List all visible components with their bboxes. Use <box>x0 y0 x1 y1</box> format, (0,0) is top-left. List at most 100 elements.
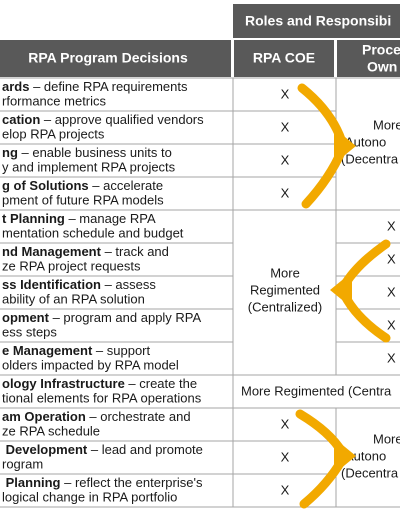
decision-text: ability of an RPA solution <box>2 291 145 306</box>
decision-text: nd Management – track and <box>2 244 169 259</box>
header-text: Own <box>367 59 397 75</box>
decision-text: Planning – reflect the enterprise's <box>2 475 203 490</box>
header-cell <box>0 40 231 77</box>
cell <box>0 341 234 376</box>
x-mark: X <box>387 251 396 266</box>
merged-text: More <box>373 431 400 446</box>
decision-desc: – reflect the enterprise's <box>61 475 203 490</box>
decision-desc: – accelerate <box>89 178 163 193</box>
decision-desc: – define RPA requirements <box>29 79 188 94</box>
decision-term: Planning <box>2 475 61 490</box>
decision-text: ng – enable business units to <box>2 145 172 160</box>
decision-text: logical change in RPA portfolio <box>2 489 177 504</box>
merged-text: (Decentra <box>341 465 399 480</box>
decision-desc: – approve qualified vendors <box>40 112 204 127</box>
merged-text: Regimented <box>250 282 320 297</box>
x-mark: X <box>281 86 290 101</box>
decision-term: am Operation <box>2 409 86 424</box>
decision-term: opment <box>2 310 50 325</box>
decision-term: t Planning <box>2 211 65 226</box>
decision-text: tional elements for RPA operations <box>2 390 202 405</box>
decision-text: olders impacted by RPA model <box>2 357 179 372</box>
cell <box>232 440 337 475</box>
x-mark: X <box>281 416 290 431</box>
x-mark: X <box>281 185 290 200</box>
cell <box>0 275 234 310</box>
decision-text: pment of future RPA models <box>2 192 164 207</box>
decision-text: ology Infrastructure – create the <box>2 376 197 391</box>
decision-text: Development – lead and promote <box>2 442 203 457</box>
x-mark: X <box>387 284 396 299</box>
x-mark: X <box>281 482 290 497</box>
merged-text: (Centralized) <box>248 299 322 314</box>
cell <box>0 374 234 409</box>
decision-term: cation <box>2 112 40 127</box>
decision-term: ss Identification <box>2 277 101 292</box>
x-mark: X <box>281 152 290 167</box>
decision-term: Development <box>2 442 88 457</box>
decision-term: g of Solutions <box>2 178 89 193</box>
cell <box>0 110 234 145</box>
decision-text: e Management – support <box>2 343 151 358</box>
cell <box>0 242 234 277</box>
decision-text: ess steps <box>2 324 57 339</box>
cell <box>0 77 234 112</box>
decision-text: opment – program and apply RPA <box>2 310 202 325</box>
merged-text: Autono <box>345 448 386 463</box>
decision-text: mentation schedule and budget <box>2 225 184 240</box>
decision-desc: – track and <box>101 244 169 259</box>
decision-text: cation – approve qualified vendors <box>2 112 204 127</box>
header-cell <box>233 4 400 38</box>
decision-desc: – manage RPA <box>65 211 156 226</box>
merged-text: More <box>270 265 300 280</box>
arrow-head <box>334 128 356 164</box>
decision-text: ss Identification – assess <box>2 277 156 292</box>
cell <box>0 209 234 244</box>
cell <box>335 341 400 376</box>
decision-desc: – orchestrate and <box>86 409 191 424</box>
merged-text: (Decentra <box>341 151 399 166</box>
header-cell <box>337 40 400 77</box>
decision-term: ng <box>2 145 18 160</box>
header-text: Roles and Responsibi <box>245 13 391 29</box>
x-mark: X <box>281 119 290 134</box>
decision-desc: – support <box>92 343 150 358</box>
decision-term: e Management <box>2 343 93 358</box>
cell <box>0 176 234 211</box>
decision-text: y and implement RPA projects <box>2 159 176 174</box>
decision-text: elop RPA projects <box>2 126 105 141</box>
decision-text: rogram <box>2 456 43 471</box>
arrow-head <box>330 272 352 308</box>
decision-desc: – assess <box>101 277 156 292</box>
decision-term: ards <box>2 79 29 94</box>
cell <box>0 440 234 475</box>
header-cell <box>234 40 334 77</box>
x-mark: X <box>387 317 396 332</box>
decision-text: t Planning – manage RPA <box>2 211 156 226</box>
x-mark: X <box>387 350 396 365</box>
decision-term: ology Infrastructure <box>2 376 125 391</box>
decision-desc: – create the <box>125 376 197 391</box>
cell <box>335 209 400 244</box>
merged-text: More <box>373 117 400 132</box>
cell <box>0 407 234 442</box>
cell <box>232 374 400 409</box>
decision-text: am Operation – orchestrate and <box>2 409 191 424</box>
decision-text: ards – define RPA requirements <box>2 79 188 94</box>
cell <box>232 209 337 376</box>
decision-text: rformance metrics <box>2 93 107 108</box>
header-text: RPA Program Decisions <box>28 50 188 66</box>
x-mark: X <box>387 218 396 233</box>
decision-text: ze RPA project requests <box>2 258 141 273</box>
merged-text: More Regimented (Centra <box>241 383 392 398</box>
decision-desc: – enable business units to <box>18 145 172 160</box>
decision-desc: – program and apply RPA <box>49 310 202 325</box>
cell <box>0 308 234 343</box>
decision-text: g of Solutions – accelerate <box>2 178 163 193</box>
header-text: Proce <box>362 42 400 58</box>
header-text: RPA COE <box>253 50 315 66</box>
arrow-head <box>334 438 356 474</box>
decision-text: ze RPA schedule <box>2 423 100 438</box>
x-mark: X <box>281 449 290 464</box>
